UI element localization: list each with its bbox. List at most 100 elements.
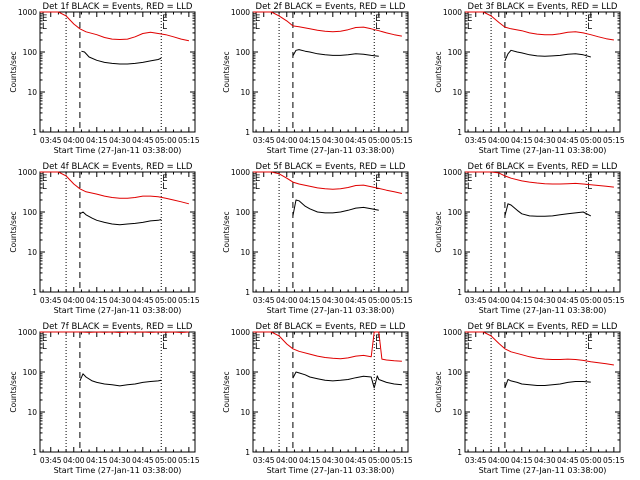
chart-panel: Det 6f BLACK = Events, RED = LLD 1 10 100 10… xyxy=(434,162,625,315)
y-tick-label: 1000 xyxy=(18,8,37,17)
x-tick-label: 04:30 xyxy=(534,296,556,305)
chart-title: Det 1f BLACK = Events, RED = LLD xyxy=(43,2,193,12)
chart-panel: Det 1f BLACK = Events, RED = LLD 1 10 100 10… xyxy=(9,2,200,155)
x-tick-label: 04:00 xyxy=(63,136,85,145)
annotation-e: E xyxy=(255,174,260,184)
chart-title: Det 8f BLACK = Events, RED = LLD xyxy=(256,322,406,332)
y-axis-label: Counts/sec xyxy=(434,211,443,252)
y-tick-label: 10 xyxy=(27,408,37,417)
x-tick-label: 04:15 xyxy=(299,456,321,465)
plot-frame xyxy=(464,331,621,453)
annotation-e: E xyxy=(162,174,167,184)
x-tick-label: 05:15 xyxy=(603,136,625,145)
y-axis-label: Counts/sec xyxy=(9,51,18,92)
x-tick-label: 04:30 xyxy=(322,296,344,305)
y-axis-label: Counts/sec xyxy=(434,51,443,92)
x-tick-label: 05:00 xyxy=(368,456,390,465)
x-tick-label: 04:15 xyxy=(299,296,321,305)
y-tick-label: 100 xyxy=(236,368,251,377)
y-tick-label: 100 xyxy=(236,208,251,217)
x-tick-label: 04:30 xyxy=(109,296,131,305)
x-tick-label: 03:45 xyxy=(40,456,62,465)
chart-title: Det 6f BLACK = Events, RED = LLD xyxy=(468,162,618,172)
plot-frame xyxy=(39,171,196,293)
events-series-line xyxy=(292,199,379,216)
events-series-line xyxy=(79,373,162,387)
x-axis-label: Start Time (27-Jan-11 03:38:00) xyxy=(54,146,182,155)
annotation-e: E xyxy=(255,334,260,344)
events-series-line xyxy=(292,371,402,389)
x-tick-label: 05:00 xyxy=(368,136,390,145)
annotation-l: L xyxy=(587,342,592,352)
x-tick-label: 04:00 xyxy=(488,296,510,305)
x-tick-label: 05:00 xyxy=(155,296,177,305)
annotation-e: E xyxy=(162,334,167,344)
x-tick-label: 03:45 xyxy=(253,296,275,305)
events-series-line xyxy=(79,211,162,226)
chart-panel: Det 9f BLACK = Events, RED = LLD 1 10 100 10… xyxy=(434,322,625,475)
x-tick-label: 05:15 xyxy=(178,456,200,465)
annotation-e: E xyxy=(467,334,472,344)
y-tick-label: 1000 xyxy=(18,168,37,177)
lld-series-line xyxy=(465,171,614,188)
x-tick-label: 05:00 xyxy=(155,456,177,465)
plot-frame xyxy=(252,171,409,293)
x-tick-label: 04:00 xyxy=(63,296,85,305)
annotation-e: E xyxy=(467,14,472,24)
plot-frame xyxy=(252,11,409,133)
annotation-l: L xyxy=(42,22,47,32)
annotation-l: L xyxy=(162,182,167,192)
annotation-e: E xyxy=(587,174,592,184)
x-tick-label: 04:45 xyxy=(557,296,579,305)
annotation-e: E xyxy=(255,14,260,24)
chart-title: Det 3f BLACK = Events, RED = LLD xyxy=(468,2,618,12)
y-tick-label: 1 xyxy=(457,288,462,297)
x-axis-label: Start Time (27-Jan-11 03:38:00) xyxy=(479,306,607,315)
x-tick-label: 04:45 xyxy=(557,136,579,145)
y-tick-label: 10 xyxy=(240,248,250,257)
chart-title: Det 2f BLACK = Events, RED = LLD xyxy=(256,2,406,12)
x-tick-label: 03:45 xyxy=(253,456,275,465)
y-tick-label: 100 xyxy=(448,48,463,57)
x-tick-label: 05:15 xyxy=(178,136,200,145)
annotation-l: L xyxy=(42,342,47,352)
y-tick-label: 1000 xyxy=(443,328,462,337)
y-tick-label: 1 xyxy=(32,448,37,457)
annotation-e: E xyxy=(587,334,592,344)
y-tick-label: 1 xyxy=(457,448,462,457)
lld-series-line xyxy=(40,11,190,42)
y-tick-label: 10 xyxy=(240,408,250,417)
plot-frame xyxy=(39,11,196,133)
x-tick-label: 04:30 xyxy=(109,136,131,145)
x-axis-label: Start Time (27-Jan-11 03:38:00) xyxy=(54,306,182,315)
events-series-line xyxy=(504,203,592,217)
y-tick-label: 1 xyxy=(245,128,250,137)
plot-frame xyxy=(252,331,409,453)
annotation-e: E xyxy=(42,174,47,184)
annotation-l: L xyxy=(467,22,472,32)
chart-panel: Det 3f BLACK = Events, RED = LLD 1 10 100 10… xyxy=(434,2,625,155)
annotation-e: E xyxy=(587,14,592,24)
y-axis-label: Counts/sec xyxy=(9,211,18,252)
lld-series-line xyxy=(253,11,402,37)
chart-panel: Det 4f BLACK = Events, RED = LLD 1 10 100 10… xyxy=(9,162,200,315)
x-tick-label: 04:45 xyxy=(345,456,367,465)
y-tick-label: 100 xyxy=(23,208,38,217)
x-tick-label: 04:30 xyxy=(534,456,556,465)
chart-panel: Det 7f BLACK = Events, RED = LLD 1 10 100 10… xyxy=(9,322,200,475)
x-tick-label: 04:00 xyxy=(63,456,85,465)
x-tick-label: 04:15 xyxy=(299,136,321,145)
y-tick-label: 10 xyxy=(452,88,462,97)
events-series-line xyxy=(504,379,591,389)
annotation-e: E xyxy=(467,174,472,184)
annotation-l: L xyxy=(375,182,380,192)
x-tick-label: 04:15 xyxy=(511,136,533,145)
y-tick-label: 100 xyxy=(23,368,38,377)
annotation-l: L xyxy=(375,22,380,32)
chart-panel: Det 5f BLACK = Events, RED = LLD 1 10 100 10… xyxy=(222,162,413,315)
y-axis-label: Counts/sec xyxy=(222,371,231,412)
x-axis-label: Start Time (27-Jan-11 03:38:00) xyxy=(267,466,395,475)
y-tick-label: 10 xyxy=(27,88,37,97)
annotation-l: L xyxy=(255,182,260,192)
